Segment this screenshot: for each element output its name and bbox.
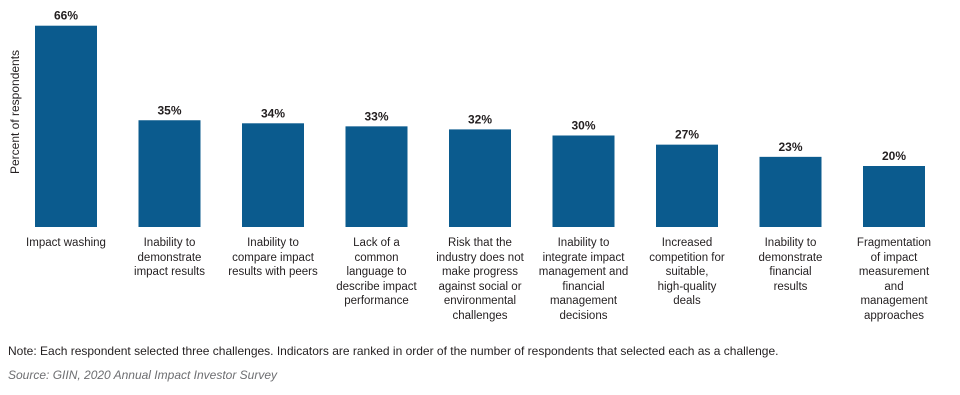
y-axis-label: Percent of respondents (8, 50, 22, 174)
bar (759, 156, 822, 227)
value-label: 30% (571, 119, 595, 133)
bar (35, 25, 97, 228)
bar (345, 126, 408, 227)
bar (449, 129, 511, 227)
bar (242, 123, 304, 227)
x-tick-label: Lack of a common language to describe im… (336, 237, 417, 307)
x-tick-label: Inability to compare impact results with… (228, 237, 318, 278)
value-label: 33% (364, 109, 388, 123)
x-tick-label: Increased competition for suitable, high… (649, 237, 725, 307)
value-label: 32% (468, 112, 492, 126)
bar (138, 120, 201, 227)
value-label: 23% (778, 140, 802, 154)
x-tick-label: Impact washing (26, 237, 106, 249)
bar (656, 144, 718, 227)
value-label: 66% (54, 9, 78, 23)
source: Source: GIIN, 2020 Annual Impact Investo… (8, 368, 278, 382)
note: Note: Each respondent selected three cha… (8, 344, 779, 358)
x-tick-label: Inability to integrate impact management… (538, 237, 629, 322)
x-tick-label: Fragmentation of impact measurement and … (856, 237, 932, 322)
value-label: 27% (675, 128, 699, 142)
bar (863, 166, 925, 227)
value-label: 34% (261, 106, 285, 120)
bar (552, 135, 615, 227)
x-tick-label: Inability to demonstrate financial resul… (758, 237, 823, 293)
value-label: 20% (882, 149, 906, 163)
value-label: 35% (157, 103, 181, 117)
x-tick-label: Inability to demonstrate impact results (134, 237, 205, 278)
x-tick-label: Risk that the industry does not make pro… (436, 237, 524, 322)
